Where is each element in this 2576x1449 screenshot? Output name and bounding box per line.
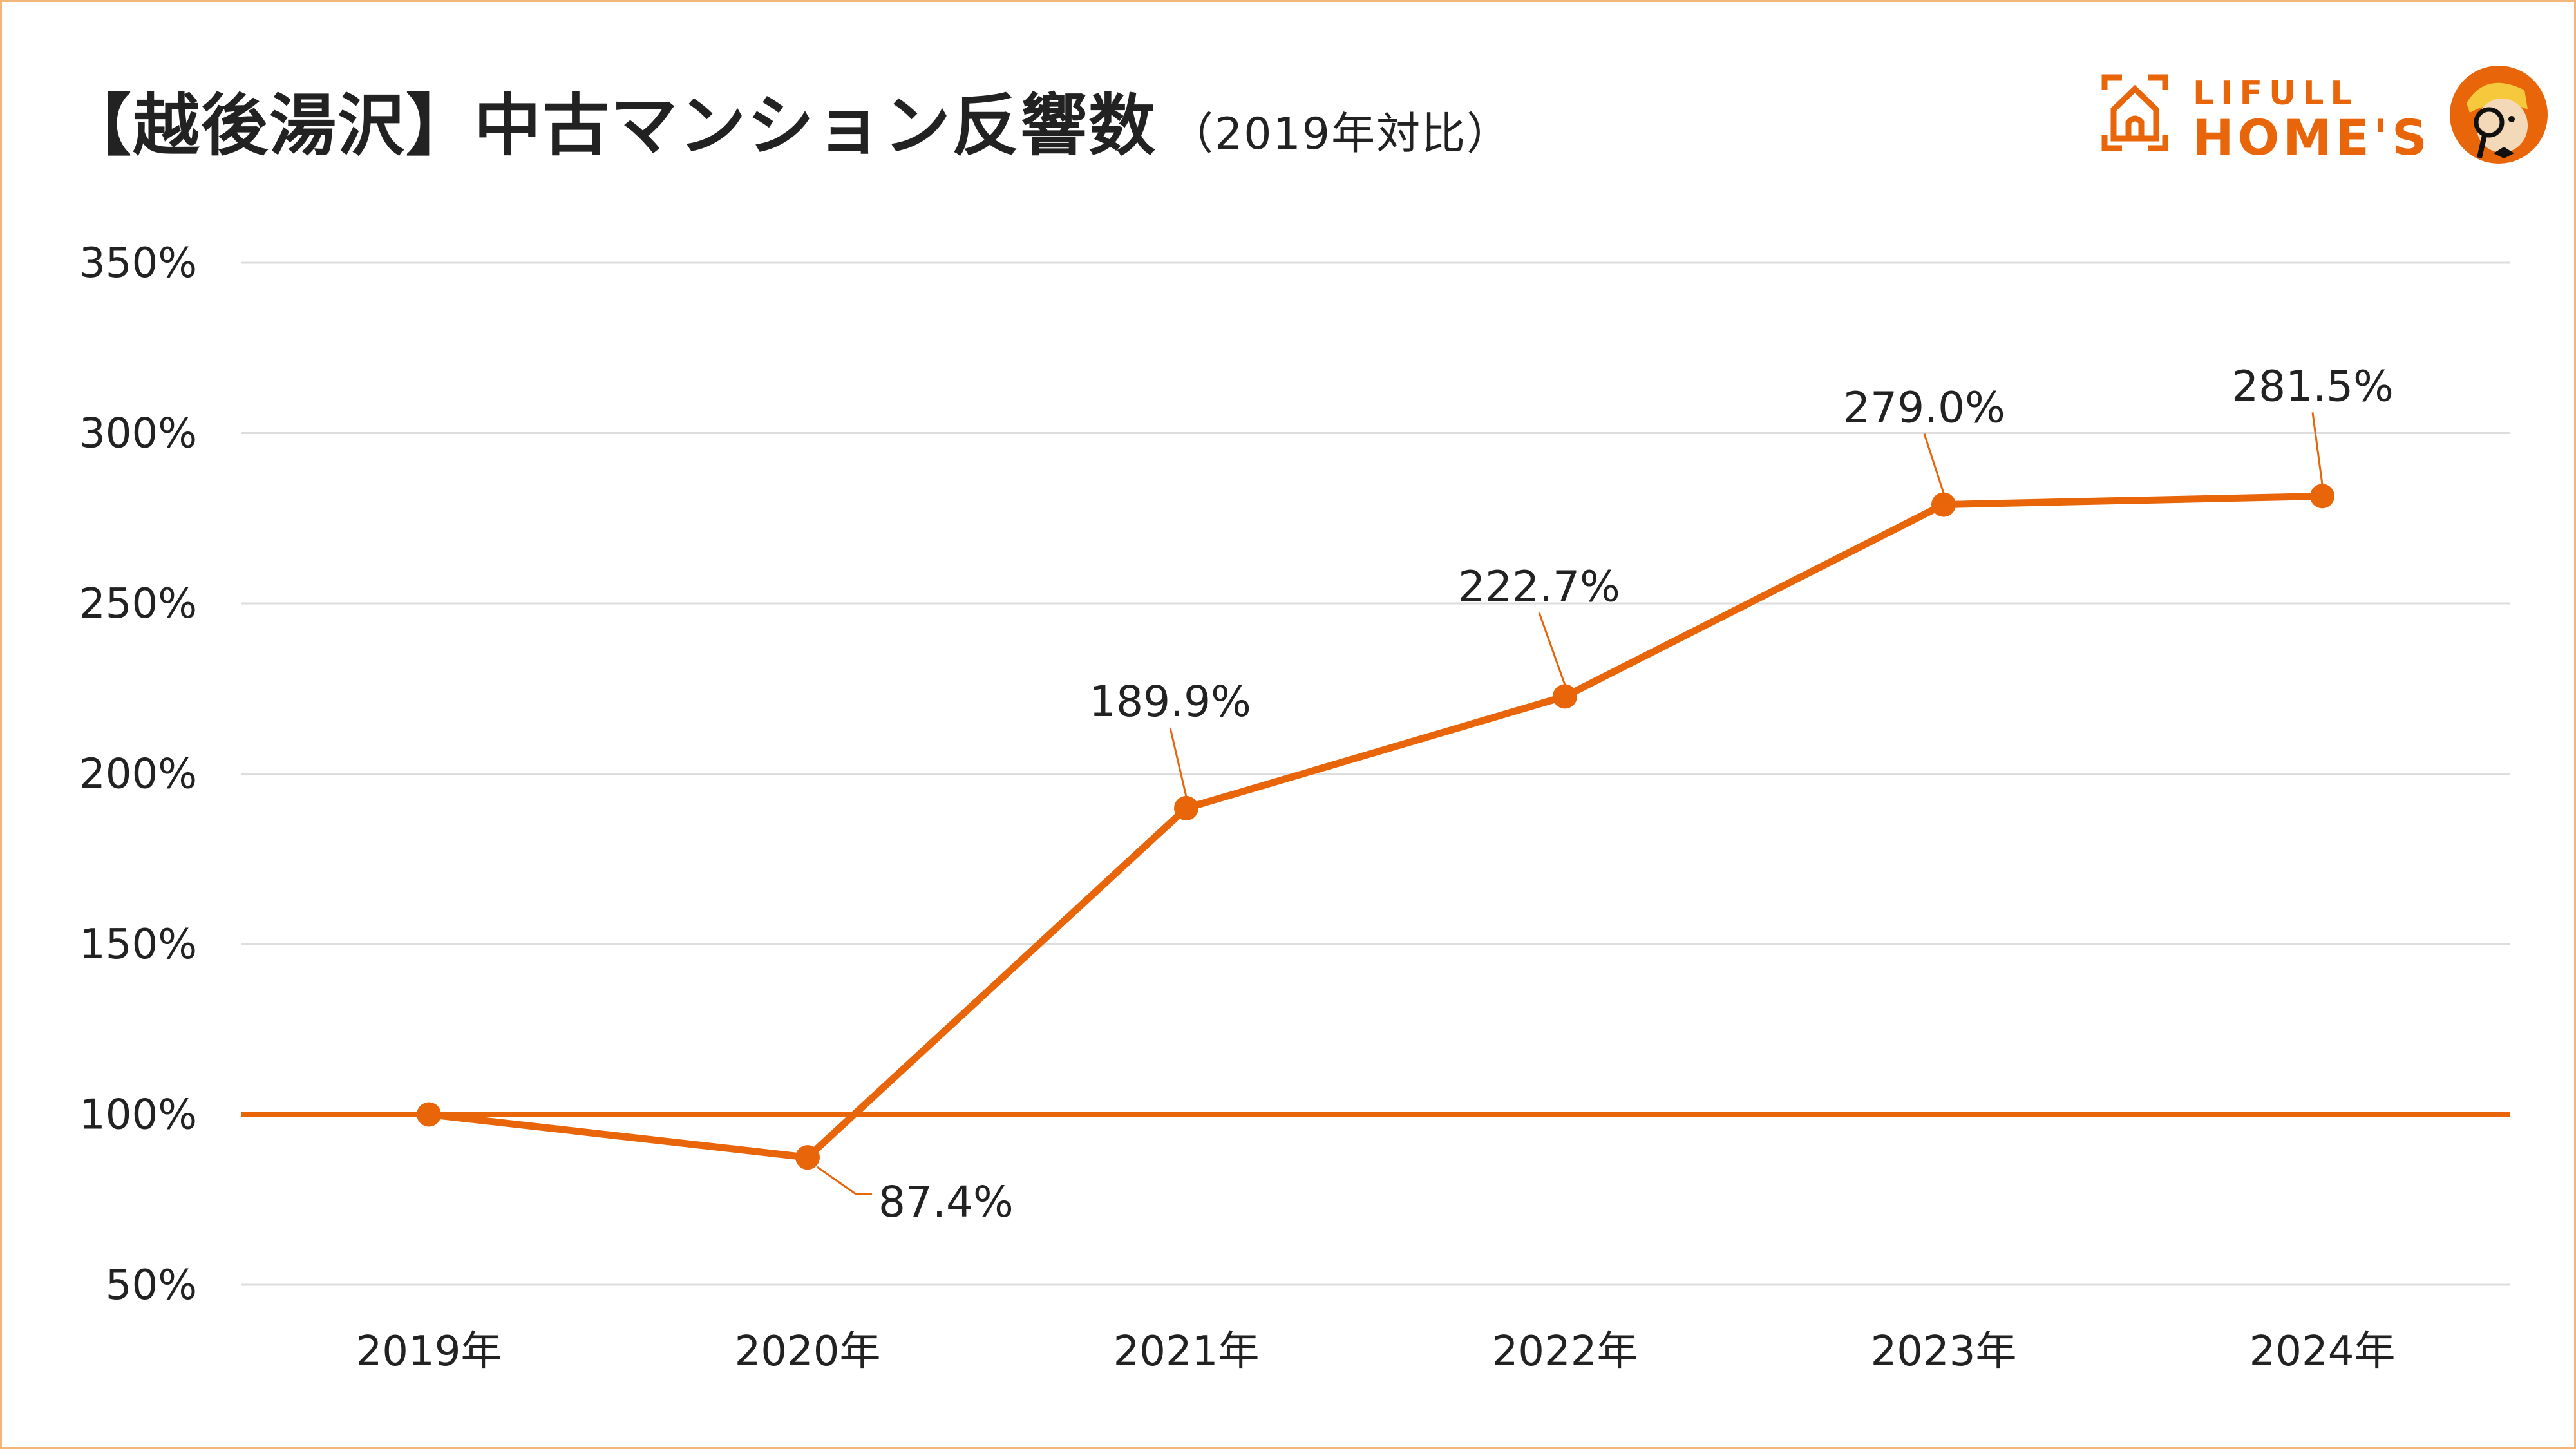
- data-point: [795, 1145, 820, 1170]
- y-tick-label: 150%: [79, 921, 197, 969]
- y-tick-label: 50%: [106, 1262, 197, 1309]
- x-tick-label: 2024年: [2249, 1328, 2396, 1376]
- data-label: 279.0%: [1843, 383, 2005, 433]
- leader-line: [1923, 433, 1945, 494]
- y-tick-label: 100%: [79, 1092, 197, 1139]
- y-tick-label: 200%: [79, 751, 197, 799]
- svg-text:HOME'S: HOME'S: [2193, 109, 2431, 166]
- title-subtitle: （2019年対比）: [1170, 109, 1512, 160]
- lifull-homes-logo: LIFULL HOME'S: [2101, 66, 2548, 166]
- y-tick-label: 250%: [79, 580, 197, 628]
- title-main: 【越後湯沢】中古マンション反響数: [64, 86, 1157, 165]
- leader-line: [1169, 727, 1188, 797]
- data-label: 189.9%: [1089, 677, 1251, 726]
- x-tick-label: 2023年: [1871, 1328, 2017, 1376]
- x-tick-label: 2022年: [1492, 1328, 1638, 1376]
- data-label: 87.4%: [878, 1177, 1014, 1227]
- y-tick-label: 300%: [79, 410, 197, 458]
- house-frame-icon: [2101, 74, 2168, 151]
- data-point: [417, 1102, 441, 1127]
- series-line: [428, 492, 2323, 1161]
- x-tick-label: 2021年: [1113, 1328, 1260, 1376]
- x-tick-label: 2020年: [735, 1328, 881, 1376]
- mascot-icon: [2450, 66, 2548, 164]
- svg-text:LIFULL: LIFULL: [2193, 74, 2358, 113]
- data-point: [2310, 484, 2334, 509]
- y-tick-label: 350%: [79, 240, 197, 287]
- data-point: [1931, 492, 1956, 517]
- data-label: 281.5%: [2231, 361, 2394, 411]
- data-point: [1553, 684, 1577, 709]
- data-label: 222.7%: [1458, 562, 1620, 611]
- x-tick-label: 2019年: [356, 1328, 502, 1376]
- leader-line: [2311, 412, 2324, 485]
- leader-line: [817, 1166, 872, 1195]
- chart-title: 【越後湯沢】中古マンション反響数 （2019年対比）: [64, 71, 1511, 168]
- data-point: [1174, 795, 1198, 820]
- leader-line: [1538, 612, 1566, 685]
